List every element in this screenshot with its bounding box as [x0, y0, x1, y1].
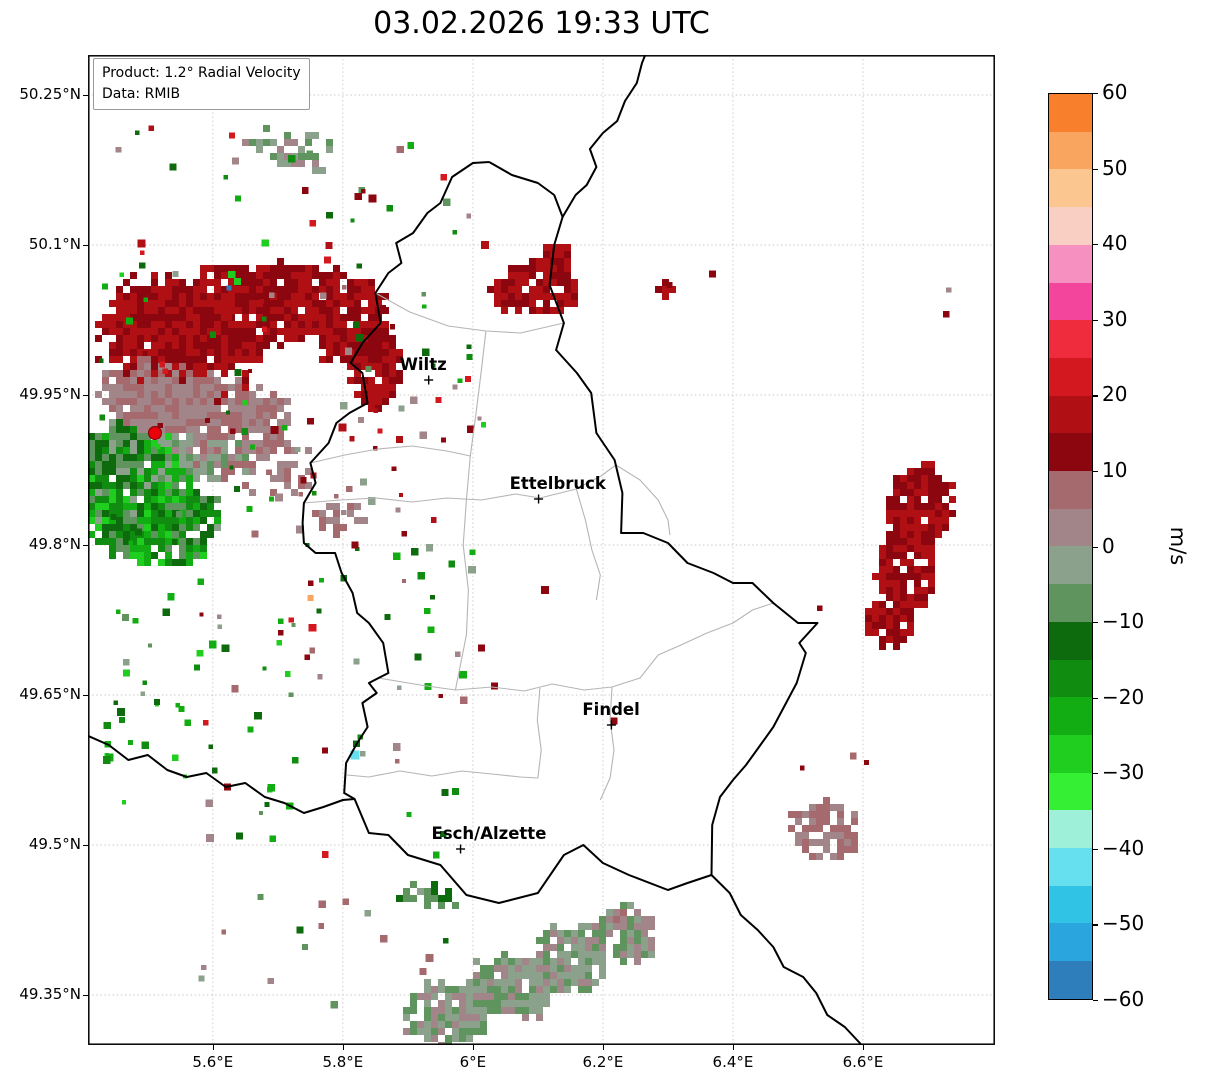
colorbar-segment: [1049, 734, 1092, 773]
colorbar-segment: [1049, 94, 1092, 132]
colorbar-unit-label: m/s: [1166, 526, 1190, 566]
colorbar-tick-mark: [1093, 546, 1098, 548]
y-tick-mark: [83, 545, 88, 547]
country-borders: [88, 55, 863, 1045]
city-label: Findel: [582, 700, 639, 719]
colorbar-tick-mark: [1093, 848, 1098, 851]
colorbar-tick-label: 40: [1102, 231, 1128, 256]
x-tick-label: 6.4°E: [712, 1053, 754, 1071]
y-tick-label: 49.95°N: [19, 385, 81, 403]
y-tick-mark: [83, 95, 88, 97]
colorbar-tick-mark: [1093, 697, 1098, 699]
colorbar-tick-mark: [1093, 470, 1098, 473]
product-info-box: Product: 1.2° Radial Velocity Data: RMIB: [93, 58, 310, 110]
x-tick-label: 6.2°E: [582, 1053, 624, 1071]
colorbar-segment: [1049, 810, 1092, 849]
colorbar-tick-mark: [1093, 244, 1098, 246]
x-tick-label: 6.6°E: [842, 1053, 884, 1071]
x-tick-label: 6°E: [459, 1053, 487, 1071]
colorbar-segment: [1049, 433, 1092, 472]
x-tick-mark: [732, 1045, 735, 1050]
map-canvas: Wiltz Ettelbruck Findel Esch/Alzette: [88, 55, 995, 1045]
colorbar-segment: [1049, 471, 1092, 509]
x-tick-mark: [342, 1045, 345, 1050]
colorbar-segment: [1049, 282, 1092, 321]
x-tick-mark: [472, 1045, 475, 1050]
colorbar-segment: [1049, 169, 1092, 208]
y-tick-mark: [83, 695, 88, 697]
colorbar-segment: [1049, 923, 1092, 962]
colorbar-segment: [1049, 508, 1092, 547]
x-tick-label: 5.8°E: [322, 1053, 364, 1071]
y-tick-label: 49.35°N: [19, 985, 81, 1003]
colorbar-tick-label: 10: [1102, 457, 1128, 482]
grid-lines: [88, 55, 995, 1045]
x-tick-mark: [602, 1045, 605, 1050]
y-tick-mark: [83, 845, 88, 847]
colorbar-tick-label: −60: [1102, 987, 1145, 1011]
colorbar-segment: [1049, 546, 1092, 585]
y-tick-label: 49.5°N: [28, 835, 81, 853]
colorbar-segment: [1049, 621, 1092, 660]
x-tick-label: 5.6°E: [192, 1053, 234, 1071]
colorbar-segment: [1049, 584, 1092, 622]
y-tick-mark: [83, 395, 88, 397]
y-tick-mark: [83, 245, 88, 247]
colorbar-tick-label: −30: [1102, 760, 1145, 785]
city-label: Ettelbruck: [510, 474, 607, 493]
colorbar-segment: [1049, 659, 1092, 698]
colorbar-segment: [1049, 395, 1092, 434]
city-label: Wiltz: [400, 355, 447, 374]
colorbar-tick-mark: [1093, 319, 1098, 321]
colorbar-tick-mark: [1093, 168, 1098, 170]
x-tick-mark: [863, 1045, 865, 1050]
colorbar-tick-label: −40: [1102, 835, 1145, 860]
colorbar-tick-mark: [1093, 1000, 1098, 1002]
y-tick-label: 50.25°N: [19, 85, 81, 103]
colorbar-segment: [1049, 131, 1092, 170]
colorbar-tick-label: −50: [1102, 911, 1145, 936]
y-tick-label: 49.65°N: [19, 685, 81, 703]
colorbar-segment: [1049, 697, 1092, 735]
colorbar-segment: [1049, 772, 1092, 811]
colorbar-segment: [1049, 885, 1092, 924]
colorbar-tick-mark: [1093, 924, 1098, 926]
colorbar-segment: [1049, 207, 1092, 245]
colorbar-segment: [1049, 961, 1092, 999]
colorbar-tick-label: 0: [1102, 533, 1115, 558]
city-label: Esch/Alzette: [432, 824, 547, 843]
product-name: Product: 1.2° Radial Velocity: [102, 65, 301, 81]
y-tick-label: 49.8°N: [28, 535, 81, 553]
x-tick-mark: [212, 1045, 215, 1050]
colorbar-tick-label: 30: [1102, 306, 1128, 331]
city-markers: Wiltz Ettelbruck Findel Esch/Alzette: [400, 355, 640, 854]
colorbar-segment: [1049, 244, 1092, 283]
velocity-cells: [88, 125, 956, 1045]
figure-title: 03.02.2026 19:33 UTC: [373, 6, 710, 41]
colorbar-tick-mark: [1093, 773, 1098, 775]
colorbar-tick-mark: [1093, 622, 1098, 624]
data-source: Data: RMIB: [102, 86, 181, 102]
colorbar: [1048, 93, 1093, 1000]
colorbar-tick-label: −20: [1102, 684, 1145, 709]
colorbar-tick-mark: [1093, 93, 1098, 95]
colorbar-segment: [1049, 848, 1092, 886]
colorbar-tick-label: 50: [1102, 155, 1128, 180]
colorbar-segment: [1049, 357, 1092, 396]
colorbar-segment: [1049, 320, 1092, 358]
colorbar-tick-label: 20: [1102, 382, 1128, 407]
plot-frame: [88, 55, 995, 1045]
colorbar-tick-mark: [1093, 395, 1098, 397]
colorbar-tick-label: 60: [1102, 80, 1128, 104]
radar-site-marker: [147, 426, 162, 440]
colorbar-tick-label: −10: [1102, 609, 1145, 634]
y-tick-mark: [83, 995, 88, 997]
map-plot: Wiltz Ettelbruck Findel Esch/Alzette Produc…: [88, 55, 995, 1045]
y-tick-label: 50.1°N: [28, 235, 81, 253]
district-borders: [303, 292, 774, 801]
